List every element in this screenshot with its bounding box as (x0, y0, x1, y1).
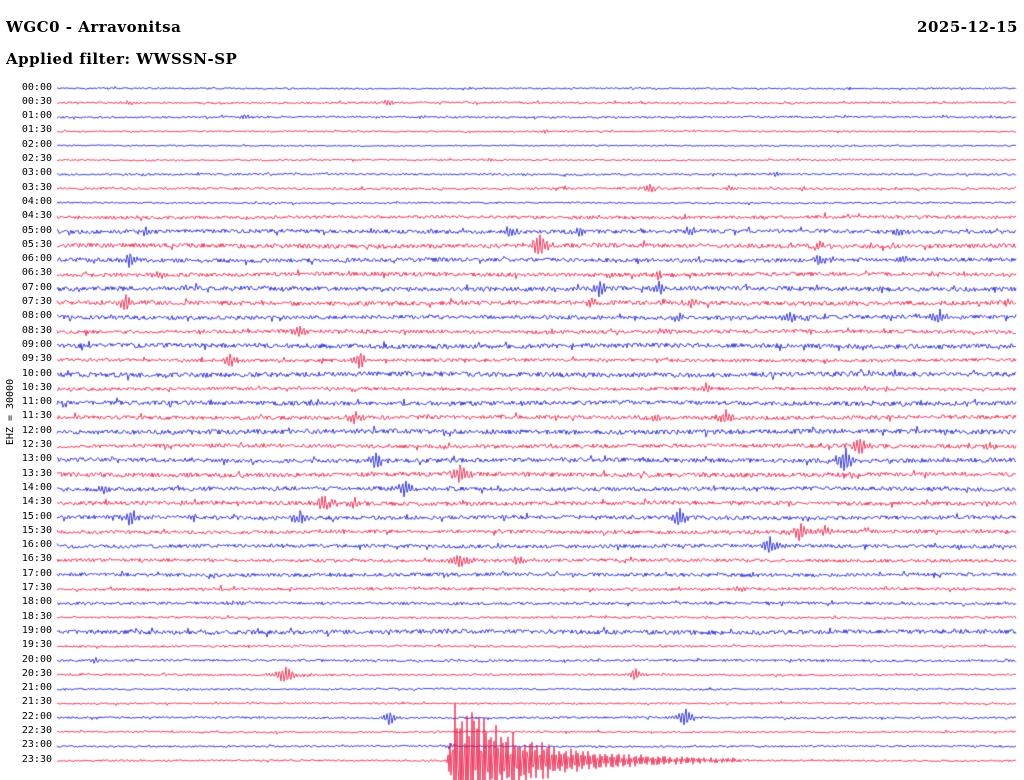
time-label: 08:00 (21, 310, 52, 322)
time-label: 17:00 (21, 567, 52, 579)
time-label: 15:00 (21, 510, 52, 522)
time-label: 04:00 (21, 195, 52, 207)
time-label: 19:00 (21, 624, 52, 636)
time-label: 23:00 (21, 739, 52, 751)
time-label: 06:00 (21, 253, 52, 265)
time-label: 10:00 (21, 367, 52, 379)
time-label: 21:00 (21, 682, 52, 694)
time-label: 10:30 (21, 381, 52, 393)
time-axis: 00:00 00:30 01:00 01:30 02:00 02:30 03:00 03:30… (0, 0, 53, 780)
time-label: 11:00 (21, 396, 52, 408)
time-label: 01:00 (21, 110, 52, 122)
time-label: 22:00 (21, 710, 52, 722)
time-label: 12:30 (21, 439, 52, 450)
time-label: 21:30 (21, 696, 52, 708)
time-label: 18:30 (21, 610, 52, 622)
time-label: 14:30 (21, 496, 52, 508)
time-label: 03:00 (21, 167, 52, 179)
time-label: 05:00 (21, 224, 52, 236)
time-label: 03:30 (21, 181, 52, 193)
time-label: 06:30 (21, 267, 52, 279)
time-label: 01:30 (21, 124, 52, 136)
time-label: 20:30 (21, 667, 52, 679)
time-label: 17:30 (21, 582, 52, 593)
time-label: 13:00 (21, 453, 52, 465)
time-label: 07:00 (21, 281, 52, 293)
filter-label: Applied filter: WWSSN-SP (6, 50, 238, 68)
time-label: 02:00 (21, 138, 52, 150)
time-label: 20:00 (21, 653, 52, 665)
time-label: 12:00 (21, 424, 52, 436)
time-label: 16:00 (21, 539, 52, 551)
time-label: 16:30 (21, 553, 52, 565)
time-label: 18:00 (21, 596, 52, 608)
time-label: 00:30 (21, 95, 52, 107)
time-label: 09:00 (21, 338, 52, 350)
time-label: 08:30 (21, 324, 52, 336)
time-label: 19:30 (21, 639, 52, 651)
time-label: 23:30 (21, 753, 52, 765)
time-label: 13:30 (21, 467, 52, 479)
time-label: 15:30 (21, 524, 52, 536)
date-label: 2025-12-15 (917, 18, 1018, 36)
time-label: 02:30 (21, 153, 52, 164)
time-label: 04:30 (21, 210, 52, 222)
time-label: 07:30 (21, 296, 52, 307)
time-label: 22:30 (21, 725, 52, 736)
station-title: WGC0 - Arravonitsa (6, 18, 182, 36)
time-label: 14:00 (21, 481, 52, 493)
time-label: 11:30 (21, 410, 52, 422)
time-label: 09:30 (21, 353, 52, 365)
time-label: 05:30 (21, 238, 52, 250)
time-label: 00:00 (21, 81, 52, 93)
